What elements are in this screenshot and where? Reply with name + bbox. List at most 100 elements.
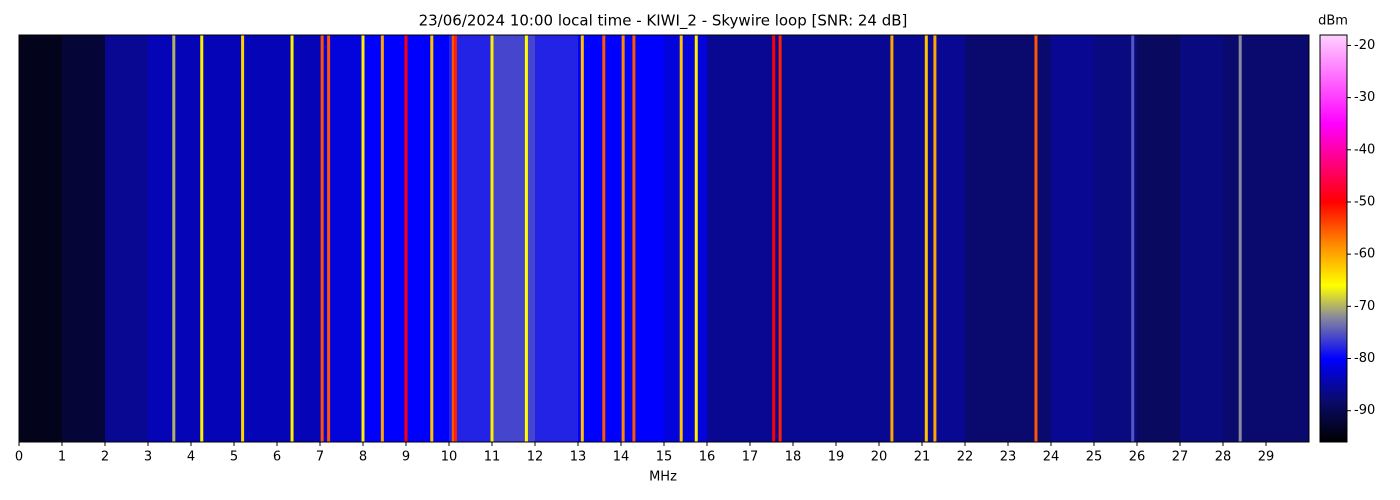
signal xyxy=(200,35,204,442)
signal xyxy=(453,35,457,442)
x-tick-label: 3 xyxy=(144,450,152,465)
signal xyxy=(621,35,625,442)
signal xyxy=(772,35,776,442)
noise-band xyxy=(664,35,708,442)
x-tick-label: 15 xyxy=(656,450,673,465)
x-tick-label: 24 xyxy=(1043,450,1060,465)
noise-band xyxy=(1180,35,1224,442)
signal xyxy=(924,35,928,442)
signal xyxy=(241,35,245,442)
noise-band xyxy=(105,35,149,442)
noise-band xyxy=(836,35,880,442)
x-tick-label: 20 xyxy=(871,450,888,465)
x-tick-label: 19 xyxy=(828,450,845,465)
x-tick-label: 0 xyxy=(15,450,23,465)
noise-band xyxy=(320,35,364,442)
x-tick-label: 28 xyxy=(1215,450,1232,465)
signal xyxy=(1034,35,1038,442)
colorbar-tick-label: -80 xyxy=(1354,351,1375,366)
signal xyxy=(890,35,894,442)
x-tick-label: 27 xyxy=(1172,450,1189,465)
chart-title: 23/06/2024 10:00 local time - KIWI_2 - S… xyxy=(419,12,908,31)
signal xyxy=(320,35,324,442)
colorbar-tick-label: -90 xyxy=(1354,403,1375,418)
noise-band xyxy=(621,35,665,442)
signal xyxy=(933,35,937,442)
x-tick-label: 13 xyxy=(570,450,587,465)
x-tick-label: 29 xyxy=(1258,450,1275,465)
noise-band xyxy=(1008,35,1052,442)
signal xyxy=(451,35,455,442)
x-tick-label: 25 xyxy=(1086,450,1103,465)
signal xyxy=(380,35,384,442)
colorbar-tick-label: -30 xyxy=(1354,90,1375,105)
noise-band xyxy=(406,35,450,442)
x-tick-label: 16 xyxy=(699,450,716,465)
colorbar-label: dBm xyxy=(1318,14,1348,29)
noise-band xyxy=(578,35,622,442)
colorbar-tick-label: -20 xyxy=(1354,38,1375,53)
noise-band xyxy=(234,35,278,442)
signal xyxy=(490,35,494,442)
x-tick-label: 21 xyxy=(914,450,931,465)
colorbar-tick-label: -50 xyxy=(1354,194,1375,209)
x-tick-label: 14 xyxy=(613,450,630,465)
x-tick-label: 6 xyxy=(273,450,281,465)
x-tick-label: 18 xyxy=(785,450,802,465)
noise-band xyxy=(879,35,923,442)
x-tick-label: 23 xyxy=(1000,450,1017,465)
signal xyxy=(1238,35,1242,442)
noise-band xyxy=(363,35,407,442)
signal xyxy=(361,35,365,442)
colorbar-tick-label: -60 xyxy=(1354,247,1375,262)
signal xyxy=(430,35,434,442)
signal xyxy=(679,35,683,442)
signal xyxy=(580,35,584,442)
x-tick-label: 22 xyxy=(957,450,974,465)
noise-band xyxy=(535,35,579,442)
x-tick-label: 9 xyxy=(402,450,410,465)
noise-band xyxy=(1223,35,1267,442)
colorbar-tick-label: -70 xyxy=(1354,299,1375,314)
x-tick-label: 17 xyxy=(742,450,759,465)
x-axis-label: MHz xyxy=(649,470,677,485)
x-tick-label: 26 xyxy=(1129,450,1146,465)
noise-band xyxy=(148,35,192,442)
noise-band xyxy=(707,35,751,442)
signal xyxy=(602,35,606,442)
noise-band xyxy=(1094,35,1138,442)
x-tick-label: 12 xyxy=(527,450,544,465)
noise-band xyxy=(492,35,536,442)
noise-band xyxy=(1266,35,1310,442)
noise-band xyxy=(62,35,106,442)
x-tick-label: 7 xyxy=(316,450,324,465)
signal xyxy=(327,35,331,442)
x-tick-label: 11 xyxy=(484,450,501,465)
signal xyxy=(404,35,408,442)
signal xyxy=(524,35,528,442)
x-tick-label: 10 xyxy=(441,450,458,465)
x-tick-label: 5 xyxy=(230,450,238,465)
signal xyxy=(290,35,294,442)
noise-band xyxy=(1137,35,1181,442)
noise-band xyxy=(191,35,235,442)
noise-band xyxy=(750,35,794,442)
noise-band xyxy=(965,35,1009,442)
signal xyxy=(1131,35,1135,442)
signal xyxy=(632,35,636,442)
colorbar xyxy=(1319,34,1348,443)
signal xyxy=(778,35,782,442)
noise-band xyxy=(277,35,321,442)
noise-band xyxy=(793,35,837,442)
noise-band xyxy=(922,35,966,442)
x-tick-label: 1 xyxy=(58,450,66,465)
colorbar-tick-label: -40 xyxy=(1354,142,1375,157)
signal xyxy=(694,35,698,442)
x-tick-label: 4 xyxy=(187,450,195,465)
x-tick-label: 2 xyxy=(101,450,109,465)
noise-band xyxy=(1051,35,1095,442)
noise-band xyxy=(19,35,63,442)
signal xyxy=(172,35,176,442)
